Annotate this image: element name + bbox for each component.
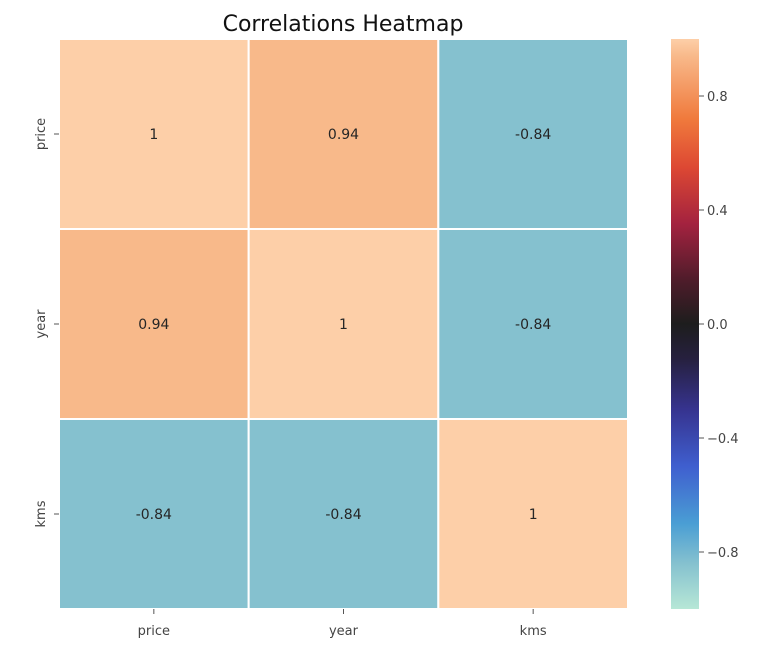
heatmap-annotations: 1 0.94 -0.84 0.94 1 -0.84 -0.84 -0.84 1: [136, 127, 552, 523]
colorbar-tick-label: 0.8: [707, 90, 728, 105]
colorbar-tick-label: −0.8: [707, 546, 739, 561]
x-tick-label: year: [329, 624, 359, 639]
x-tick-label: kms: [520, 624, 547, 639]
cell-annotation: 1: [339, 317, 348, 333]
colorbar-ticks: 0.8 0.4 0.0 −0.4 −0.8: [699, 90, 739, 561]
cell-annotation: 0.94: [138, 317, 169, 333]
x-axis: price year kms: [138, 609, 547, 639]
heatmap-cell-year-kms: [437, 228, 630, 420]
y-tick-label: year: [34, 309, 49, 339]
cell-annotation: -0.84: [325, 507, 361, 523]
colorbar: 0.8 0.4 0.0 −0.4 −0.8: [671, 39, 739, 609]
heatmap-cell-price-kms: [437, 38, 630, 230]
heatmap-cell-price-price: [58, 38, 250, 230]
colorbar-gradient: [671, 39, 699, 609]
cell-annotation: 1: [529, 507, 538, 523]
cell-annotation: -0.84: [515, 127, 551, 143]
y-tick-label: kms: [34, 500, 49, 527]
heatmap-cells: [58, 38, 630, 610]
heatmap-cell-price-year: [247, 38, 440, 230]
colorbar-tick-label: 0.0: [707, 318, 728, 333]
x-tick-label: price: [138, 624, 170, 639]
y-axis: price year kms: [34, 118, 59, 527]
colorbar-tick-label: 0.4: [707, 204, 728, 219]
cell-annotation: -0.84: [136, 507, 172, 523]
heatmap-cell-year-year: [247, 228, 440, 420]
chart-title: Correlations Heatmap: [223, 12, 464, 37]
colorbar-tick-label: −0.4: [707, 432, 739, 447]
heatmap-cell-year-price: [58, 228, 250, 420]
heatmap-cell-kms-year: [247, 418, 440, 610]
cell-annotation: -0.84: [515, 317, 551, 333]
y-tick-label: price: [34, 118, 49, 150]
cell-annotation: 0.94: [328, 127, 359, 143]
cell-annotation: 1: [149, 127, 158, 143]
